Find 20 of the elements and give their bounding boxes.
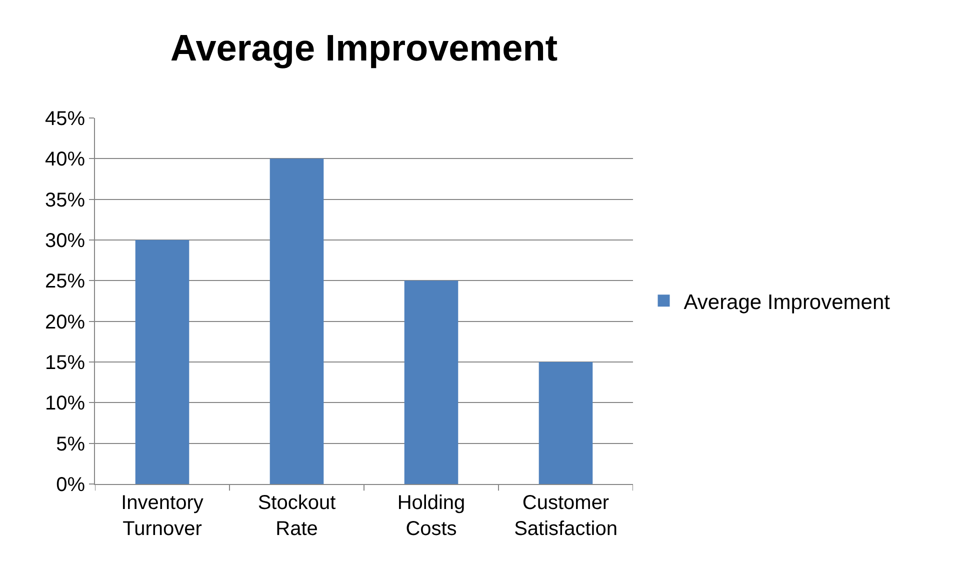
x-tick-label: Holding Costs	[397, 492, 466, 540]
x-tick-label: Inventory Turnover	[121, 492, 204, 540]
y-tick-label: 40%	[44, 148, 86, 171]
bar	[404, 280, 458, 484]
y-tick-label: 5%	[56, 433, 86, 456]
y-tick-label: 25%	[44, 270, 86, 293]
y-tick-label: 10%	[44, 392, 86, 415]
legend-label: Average Improvement	[684, 290, 890, 314]
bar	[270, 158, 324, 484]
y-tick-label: 35%	[44, 189, 86, 212]
bar	[135, 240, 190, 484]
y-tick-label: 20%	[44, 311, 86, 334]
x-tick-label: Stockout Rate	[258, 492, 336, 540]
bar	[538, 362, 593, 484]
y-tick-label: 15%	[44, 352, 86, 374]
y-tick-label: 45%	[44, 108, 86, 130]
chart-title: Average Improvement	[170, 28, 558, 69]
x-tick-label: Customer Satisfaction	[514, 492, 618, 540]
y-tick-label: 0%	[56, 474, 86, 496]
y-tick-label: 30%	[44, 230, 86, 252]
